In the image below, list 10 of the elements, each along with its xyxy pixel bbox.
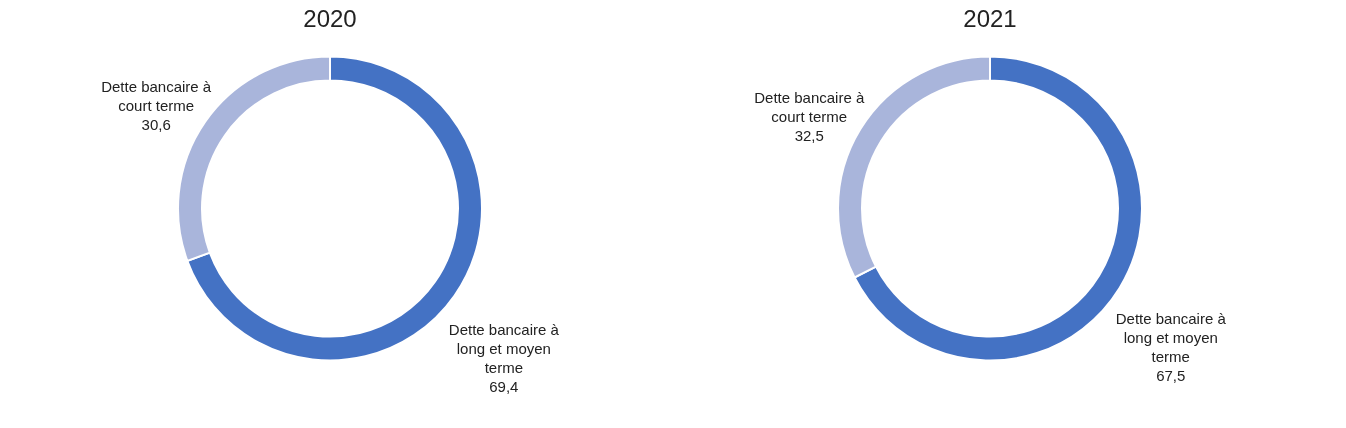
slice-label: Dette bancaire à court terme: [754, 88, 865, 125]
chart-title: 2021: [963, 5, 1017, 32]
data-label: 32,5: [794, 126, 824, 144]
data-label: 30,6: [141, 116, 171, 134]
slice-label: Dette bancaire à long et moyen terme: [448, 320, 560, 376]
slice-label: Dette bancaire à court terme: [101, 78, 212, 115]
chart-title: 2020: [303, 5, 357, 32]
data-label: 69,4: [489, 377, 519, 395]
data-label: 67,5: [1156, 367, 1186, 385]
slice-label: Dette bancaire à long et moyen terme: [1115, 310, 1227, 366]
